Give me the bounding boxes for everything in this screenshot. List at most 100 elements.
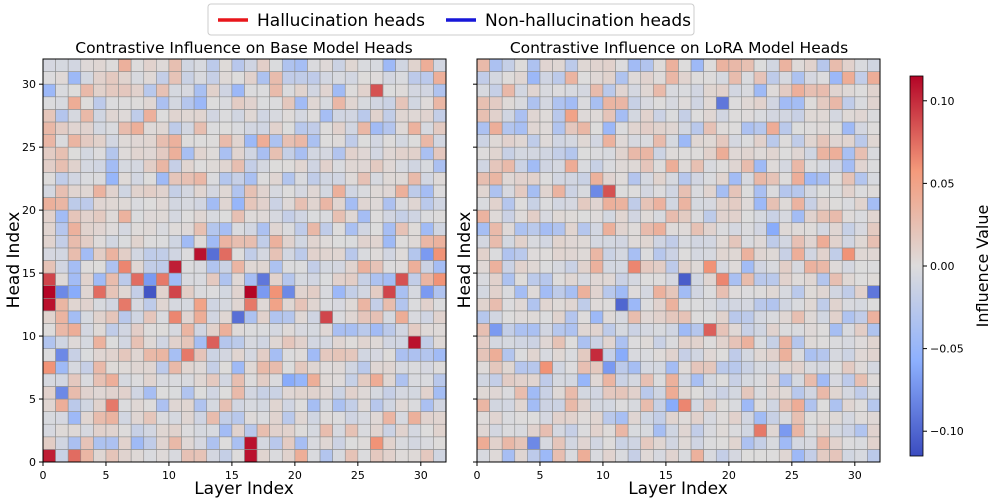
heatmap-cell xyxy=(829,71,843,85)
heatmap-cell xyxy=(816,134,830,148)
heatmap-cell xyxy=(854,449,868,463)
heatmap-cell xyxy=(105,121,119,135)
heatmap-cell xyxy=(294,297,308,312)
heatmap-cell xyxy=(665,197,679,211)
heatmap-cell xyxy=(80,373,94,387)
heatmap-cell xyxy=(319,323,333,337)
heatmap-cell xyxy=(489,423,503,438)
heatmap-cell xyxy=(269,373,283,387)
heatmap-cell xyxy=(715,58,730,72)
heatmap-cell xyxy=(501,121,516,135)
heatmap-cell xyxy=(741,71,755,85)
heatmap-cell xyxy=(181,222,195,236)
heatmap-cell xyxy=(602,172,616,186)
heatmap-cell xyxy=(527,197,541,211)
heatmap-cell xyxy=(627,285,642,299)
heatmap-cell xyxy=(294,247,308,261)
heatmap-cell xyxy=(804,386,818,400)
heatmap-cell xyxy=(105,373,119,387)
heatmap-cell xyxy=(256,373,270,387)
heatmap-cell xyxy=(332,58,346,72)
heatmap-cell xyxy=(867,373,881,387)
heatmap-cell xyxy=(130,83,145,98)
heatmap-cell xyxy=(93,109,107,123)
heatmap-cell xyxy=(80,335,94,349)
heatmap-cell xyxy=(407,96,422,110)
heatmap-cell xyxy=(640,172,654,186)
heatmap-cell xyxy=(804,172,818,186)
heatmap-cell xyxy=(715,297,730,312)
heatmap-cell xyxy=(156,247,170,261)
heatmap-cell xyxy=(244,197,258,211)
heatmap-cell xyxy=(206,121,220,135)
heatmap-cell xyxy=(357,373,371,387)
heatmap-cell xyxy=(55,58,69,72)
heatmap-cell xyxy=(193,71,208,85)
heatmap-cell xyxy=(753,297,767,312)
heatmap-cell xyxy=(577,83,591,98)
heatmap-cell xyxy=(181,83,195,98)
heatmap-cell xyxy=(715,423,730,438)
heatmap-cell xyxy=(476,172,490,186)
heatmap-cell xyxy=(319,398,333,412)
heatmap-cell xyxy=(678,209,692,224)
colorbar-tick-label: 0.05 xyxy=(930,177,955,190)
heatmap-cell xyxy=(344,58,359,72)
heatmap-cell xyxy=(382,58,396,72)
heatmap-cell xyxy=(294,222,308,236)
heatmap-cell xyxy=(332,436,346,450)
heatmap-cell xyxy=(766,109,780,123)
heatmap-cell xyxy=(539,197,553,211)
heatmap-cell xyxy=(841,159,856,173)
heatmap-cell xyxy=(602,71,616,85)
heatmap-cell xyxy=(256,184,270,198)
heatmap-cell xyxy=(489,222,503,236)
heatmap-cell xyxy=(653,58,667,72)
heatmap-cell xyxy=(206,209,220,224)
heatmap-cell xyxy=(854,323,868,337)
colorbar-ticks: 0.100.050.00−0.05−0.10 xyxy=(923,95,964,438)
heatmap-cell xyxy=(93,386,107,400)
heatmap-cell xyxy=(640,272,654,286)
heatmap-cell xyxy=(42,260,56,274)
heatmap-cell xyxy=(867,58,881,72)
heatmap-cell xyxy=(602,360,616,375)
heatmap-cell xyxy=(665,159,679,173)
heatmap-cell xyxy=(615,58,629,72)
heatmap-cell xyxy=(269,310,283,324)
heatmap-cell xyxy=(678,197,692,211)
heatmap-cell xyxy=(281,134,296,148)
heatmap-cell xyxy=(829,297,843,312)
heatmap-cell xyxy=(307,134,321,148)
heatmap-cell xyxy=(476,285,490,299)
heatmap-cell xyxy=(766,360,780,375)
heatmap-cell xyxy=(791,310,805,324)
heatmap-cell xyxy=(420,423,434,438)
heatmap-cell xyxy=(93,398,107,412)
heatmap-cell xyxy=(753,323,767,337)
heatmap-cell xyxy=(269,348,283,362)
heatmap-cell xyxy=(319,360,333,375)
heatmap-cell xyxy=(370,297,384,312)
heatmap-cell xyxy=(407,146,422,161)
heatmap-cell xyxy=(206,310,220,324)
heatmap-cell xyxy=(231,235,245,249)
heatmap-cell xyxy=(527,71,541,85)
heatmap-cell xyxy=(256,360,270,375)
heatmap-cell xyxy=(602,373,616,387)
heatmap-cell xyxy=(741,360,755,375)
heatmap-cell xyxy=(256,272,270,286)
heatmap-cell xyxy=(829,184,843,198)
heatmap-cell xyxy=(804,222,818,236)
heatmap-cell xyxy=(231,449,245,463)
heatmap-cell xyxy=(715,83,730,98)
heatmap-cell xyxy=(615,235,629,249)
heatmap-cell xyxy=(256,247,270,261)
heatmap-cell xyxy=(93,260,107,274)
heatmap-cell xyxy=(564,386,579,400)
heatmap-cell xyxy=(678,260,692,274)
heatmap-cell xyxy=(665,260,679,274)
heatmap-cell xyxy=(181,109,195,123)
heatmap-cell xyxy=(615,134,629,148)
heatmap-cell xyxy=(130,146,145,161)
